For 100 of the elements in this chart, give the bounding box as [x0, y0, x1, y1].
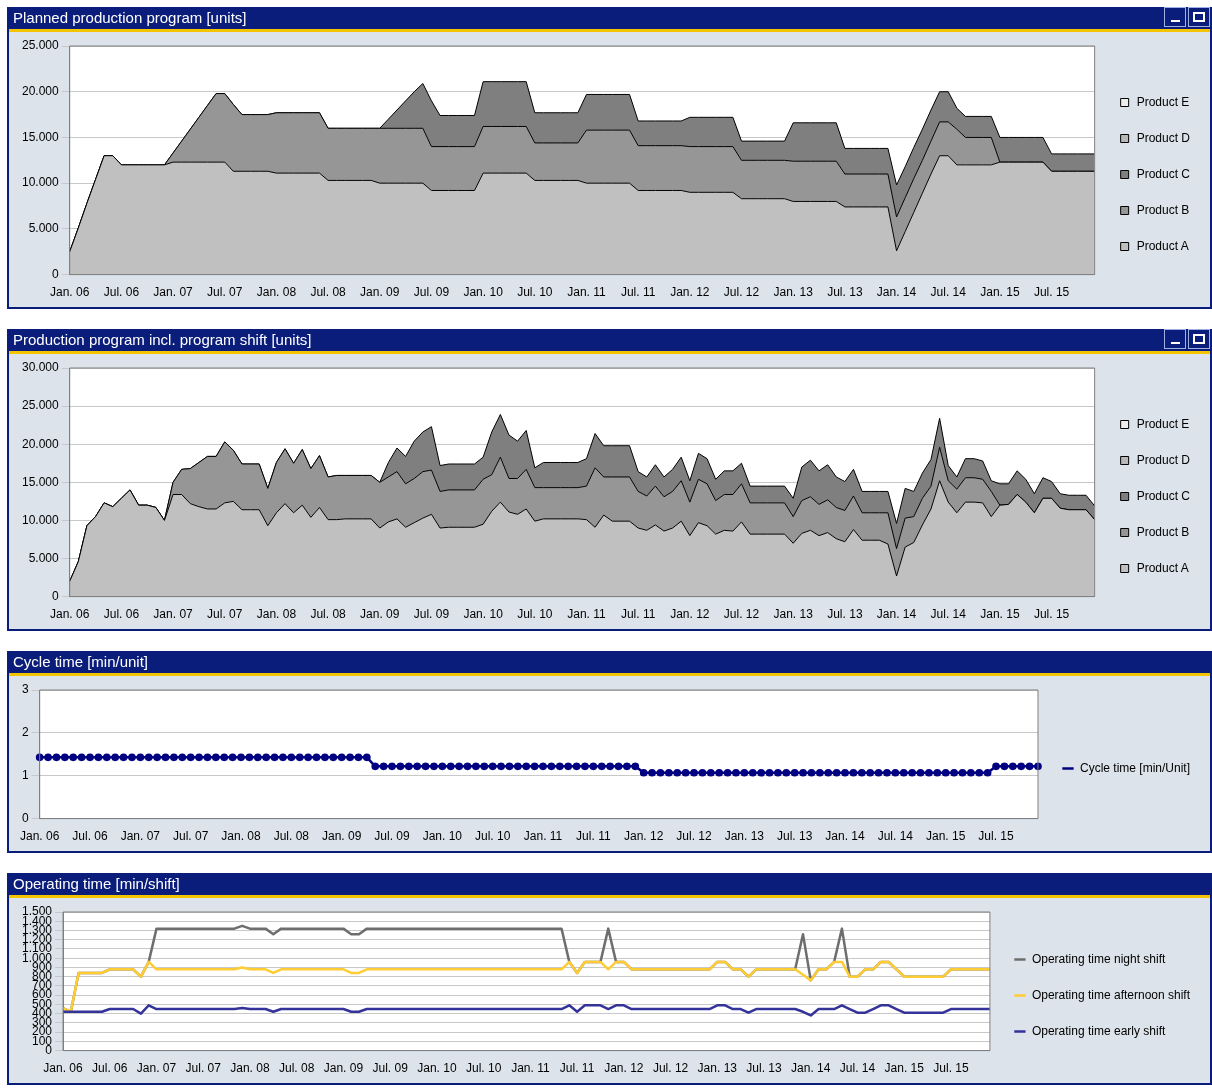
x-tick-label: Jul. 07	[185, 1061, 222, 1076]
x-tick-label: Jan. 12	[624, 829, 664, 844]
x-tick-label: Jan. 14	[876, 607, 917, 622]
x-tick-label: Jan. 08	[221, 829, 262, 844]
x-tick-label: Jul. 13	[746, 1061, 783, 1076]
x-tick-label: Jul. 13	[827, 285, 863, 300]
x-tick-label: Jan. 10	[417, 1061, 457, 1076]
legend-label: Product E	[1136, 94, 1190, 109]
y-tick-label: 10.000	[22, 512, 60, 527]
x-tick-label: Jul. 12	[723, 607, 760, 622]
x-tick-label: Jul. 06	[92, 1061, 128, 1076]
y-tick-label: 10.000	[22, 175, 60, 190]
x-tick-label: Jul. 11	[620, 607, 656, 622]
x-tick-label: Jan. 15	[926, 829, 966, 844]
x-tick-label: Jul. 10	[475, 829, 511, 844]
x-tick-label: Jul. 07	[207, 285, 243, 300]
y-tick-label: 0	[52, 266, 60, 281]
x-tick-label: Jan. 11	[567, 607, 607, 622]
x-tick-label: Jul. 08	[273, 829, 310, 844]
x-tick-label: Jul. 14	[930, 285, 967, 300]
x-tick-label: Jul. 09	[413, 607, 450, 622]
x-tick-label: Jul. 14	[877, 829, 914, 844]
legend-label: Product C	[1136, 488, 1191, 503]
legend-label: Operating time night shift	[1031, 951, 1166, 966]
x-tick-label: Jan. 12	[670, 607, 710, 622]
x-tick-label: Jan. 15	[980, 607, 1020, 622]
x-tick-label: Jul. 14	[930, 607, 967, 622]
y-tick-label: 25.000	[22, 38, 60, 53]
x-tick-label: Jul. 14	[839, 1061, 876, 1076]
x-tick-label: Jan. 07	[153, 285, 194, 300]
x-tick-label: Jan. 10	[463, 285, 504, 300]
x-tick-label: Jan. 10	[422, 829, 463, 844]
x-tick-label: Jan. 09	[323, 1061, 364, 1076]
x-tick-label: Jan. 06	[19, 829, 60, 844]
legend-label: Product C	[1136, 166, 1191, 181]
legend-label: Product D	[1136, 452, 1191, 467]
legend-label: Product E	[1136, 416, 1190, 431]
y-tick-label: 5.000	[28, 550, 60, 565]
y-tick-label: 5.000	[28, 221, 60, 236]
x-tick-label: Jan. 07	[136, 1061, 177, 1076]
legend-label: Product A	[1136, 238, 1189, 253]
legend-label: Cycle time [min/Unit]	[1079, 760, 1191, 775]
x-tick-label: Jul. 08	[310, 285, 347, 300]
y-tick-label: 30.000	[22, 360, 60, 375]
x-tick-label: Jan. 11	[511, 1061, 550, 1076]
x-tick-label: Jan. 09	[360, 607, 400, 622]
x-tick-label: Jan. 07	[120, 829, 161, 844]
x-tick-label: Jul. 11	[620, 285, 656, 300]
legend-label: Product B	[1136, 202, 1190, 217]
y-tick-label: 3	[21, 682, 29, 697]
x-tick-label: Jul. 15	[1033, 607, 1070, 622]
x-tick-label: Jan. 11	[523, 829, 563, 844]
legend-label: Product B	[1136, 524, 1190, 539]
x-tick-label: Jul. 07	[173, 829, 209, 844]
y-tick-label: 0	[52, 588, 60, 603]
x-tick-label: Jul. 09	[374, 829, 411, 844]
x-tick-label: Jan. 13	[773, 285, 814, 300]
chart-title: Production program incl. program shift [units]	[13, 331, 312, 348]
x-tick-label: Jan. 15	[980, 285, 1020, 300]
x-tick-label: Jan. 09	[360, 285, 400, 300]
x-tick-label: Jan. 13	[773, 607, 814, 622]
chart-title: Cycle time [min/unit]	[13, 653, 149, 670]
x-tick-label: Jul. 06	[103, 285, 140, 300]
x-tick-label: Jul. 09	[413, 285, 450, 300]
legend-label: Product D	[1136, 130, 1191, 145]
y-tick-label: 25.000	[22, 398, 60, 413]
x-tick-label: Jul. 10	[517, 607, 553, 622]
x-tick-label: Jul. 15	[933, 1061, 969, 1076]
x-tick-label: Jan. 11	[567, 285, 607, 300]
x-tick-label: Jan. 14	[876, 285, 917, 300]
x-tick-label: Jul. 12	[652, 1061, 689, 1076]
x-tick-label: Jul. 06	[103, 607, 140, 622]
x-tick-label: Jan. 13	[724, 829, 765, 844]
x-tick-label: Jul. 11	[576, 829, 611, 844]
x-tick-label: Jan. 13	[697, 1061, 738, 1076]
x-tick-label: Jul. 08	[310, 607, 347, 622]
x-tick-label: Jan. 09	[321, 829, 362, 844]
x-tick-label: Jan. 12	[670, 285, 710, 300]
x-tick-label: Jul. 15	[978, 829, 1015, 844]
chart-title: Operating time [min/shift]	[13, 875, 180, 892]
y-tick-label: 20.000	[22, 84, 60, 99]
x-tick-label: Jul. 10	[517, 285, 553, 300]
x-tick-label: Jul. 15	[1033, 285, 1070, 300]
x-tick-label: Jul. 12	[676, 829, 713, 844]
x-tick-label: Jan. 12	[604, 1061, 644, 1076]
x-tick-label: Jan. 14	[825, 829, 866, 844]
x-tick-label: Jan. 15	[884, 1061, 925, 1076]
y-tick-label: 15.000	[22, 129, 60, 144]
x-tick-label: Jan. 08	[256, 607, 297, 622]
x-tick-label: Jul. 13	[777, 829, 813, 844]
x-tick-label: Jul. 11	[559, 1061, 595, 1076]
x-tick-label: Jul. 06	[72, 829, 109, 844]
x-tick-label: Jul. 09	[372, 1061, 409, 1076]
x-tick-label: Jan. 10	[463, 607, 504, 622]
chart-title: Planned production program [units]	[13, 9, 247, 26]
x-tick-label: Jan. 14	[791, 1061, 831, 1076]
y-tick-label: 1	[21, 768, 29, 783]
x-tick-label: Jan. 06	[43, 1061, 84, 1076]
x-tick-label: Jul. 10	[465, 1061, 502, 1076]
x-tick-label: Jul. 08	[279, 1061, 315, 1076]
